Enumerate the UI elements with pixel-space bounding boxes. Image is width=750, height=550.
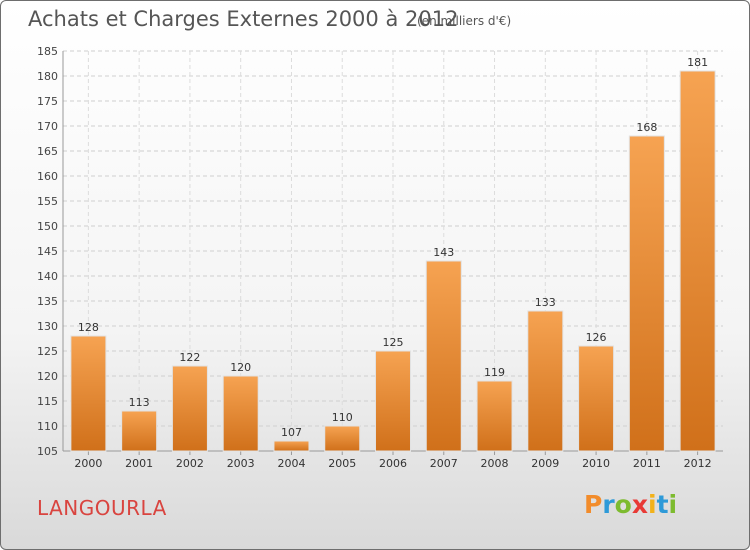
- bar-2005: [324, 425, 361, 452]
- y-tick-label: 180: [37, 70, 58, 83]
- bar-value-label: 168: [636, 121, 657, 134]
- bar-2003: [222, 375, 259, 452]
- x-tick-label: 2006: [379, 457, 407, 470]
- bar-value-label: 107: [281, 426, 302, 439]
- bar-2004: [273, 440, 310, 452]
- logo-letter: r: [602, 490, 615, 519]
- bar-2011: [628, 135, 665, 452]
- x-tick-label: 2007: [430, 457, 458, 470]
- bar-value-label: 125: [383, 336, 404, 349]
- bar-2001: [121, 410, 158, 452]
- y-tick-label: 145: [37, 245, 58, 258]
- y-tick-label: 105: [37, 445, 58, 458]
- bar-2006: [375, 350, 411, 452]
- chart-unit: (en milliers d'€): [417, 14, 512, 28]
- y-tick-label: 160: [37, 170, 58, 183]
- proxiti-logo: Proxiti: [584, 490, 677, 519]
- x-tick-label: 2008: [481, 457, 509, 470]
- x-tick-label: 2012: [684, 457, 712, 470]
- y-tick-label: 115: [37, 395, 58, 408]
- x-tick-label: 2011: [633, 457, 661, 470]
- bar-2000: [70, 335, 107, 452]
- bar-2012: [679, 70, 716, 452]
- x-tick-label: 2001: [125, 457, 153, 470]
- x-tick-label: 2005: [328, 457, 356, 470]
- bar-value-label: 110: [332, 411, 353, 424]
- logo-letter: t: [656, 490, 669, 519]
- bar-value-label: 126: [586, 331, 607, 344]
- bar-2010: [578, 345, 615, 452]
- bar-value-label: 113: [129, 396, 150, 409]
- y-tick-label: 110: [37, 420, 58, 433]
- logo-letter: o: [614, 490, 632, 519]
- bar-value-label: 143: [433, 246, 454, 259]
- commune-name: LANGOURLA: [37, 496, 167, 520]
- y-tick-label: 150: [37, 220, 58, 233]
- y-tick-label: 120: [37, 370, 58, 383]
- x-tick-label: 2002: [176, 457, 204, 470]
- y-tick-label: 185: [37, 45, 58, 58]
- logo-letter: i: [648, 490, 657, 519]
- x-tick-label: 2003: [227, 457, 255, 470]
- bar-value-label: 133: [535, 296, 556, 309]
- y-tick-label: 125: [37, 345, 58, 358]
- bar-2002: [171, 365, 208, 452]
- y-tick-label: 130: [37, 320, 58, 333]
- bar-value-label: 122: [179, 351, 200, 364]
- y-tick-label: 155: [37, 195, 58, 208]
- y-tick-label: 135: [37, 295, 58, 308]
- y-tick-label: 140: [37, 270, 58, 283]
- x-tick-label: 2004: [277, 457, 305, 470]
- bar-2009: [527, 310, 564, 452]
- x-tick-label: 2009: [531, 457, 559, 470]
- y-tick-label: 175: [37, 95, 58, 108]
- bar-value-label: 119: [484, 366, 505, 379]
- bar-2008: [476, 380, 513, 452]
- logo-letter: i: [668, 490, 678, 519]
- bar-2007: [425, 260, 462, 452]
- logo-letter: x: [631, 490, 648, 519]
- y-tick-label: 165: [37, 145, 58, 158]
- x-tick-label: 2000: [74, 457, 102, 470]
- bar-value-label: 120: [230, 361, 251, 374]
- chart-title: Achats et Charges Externes 2000 à 2012: [28, 7, 459, 31]
- x-tick-label: 2010: [582, 457, 610, 470]
- y-tick-label: 170: [37, 120, 58, 133]
- bar-value-label: 181: [687, 56, 708, 69]
- logo-letter: P: [584, 490, 603, 519]
- bar-value-label: 128: [78, 321, 99, 334]
